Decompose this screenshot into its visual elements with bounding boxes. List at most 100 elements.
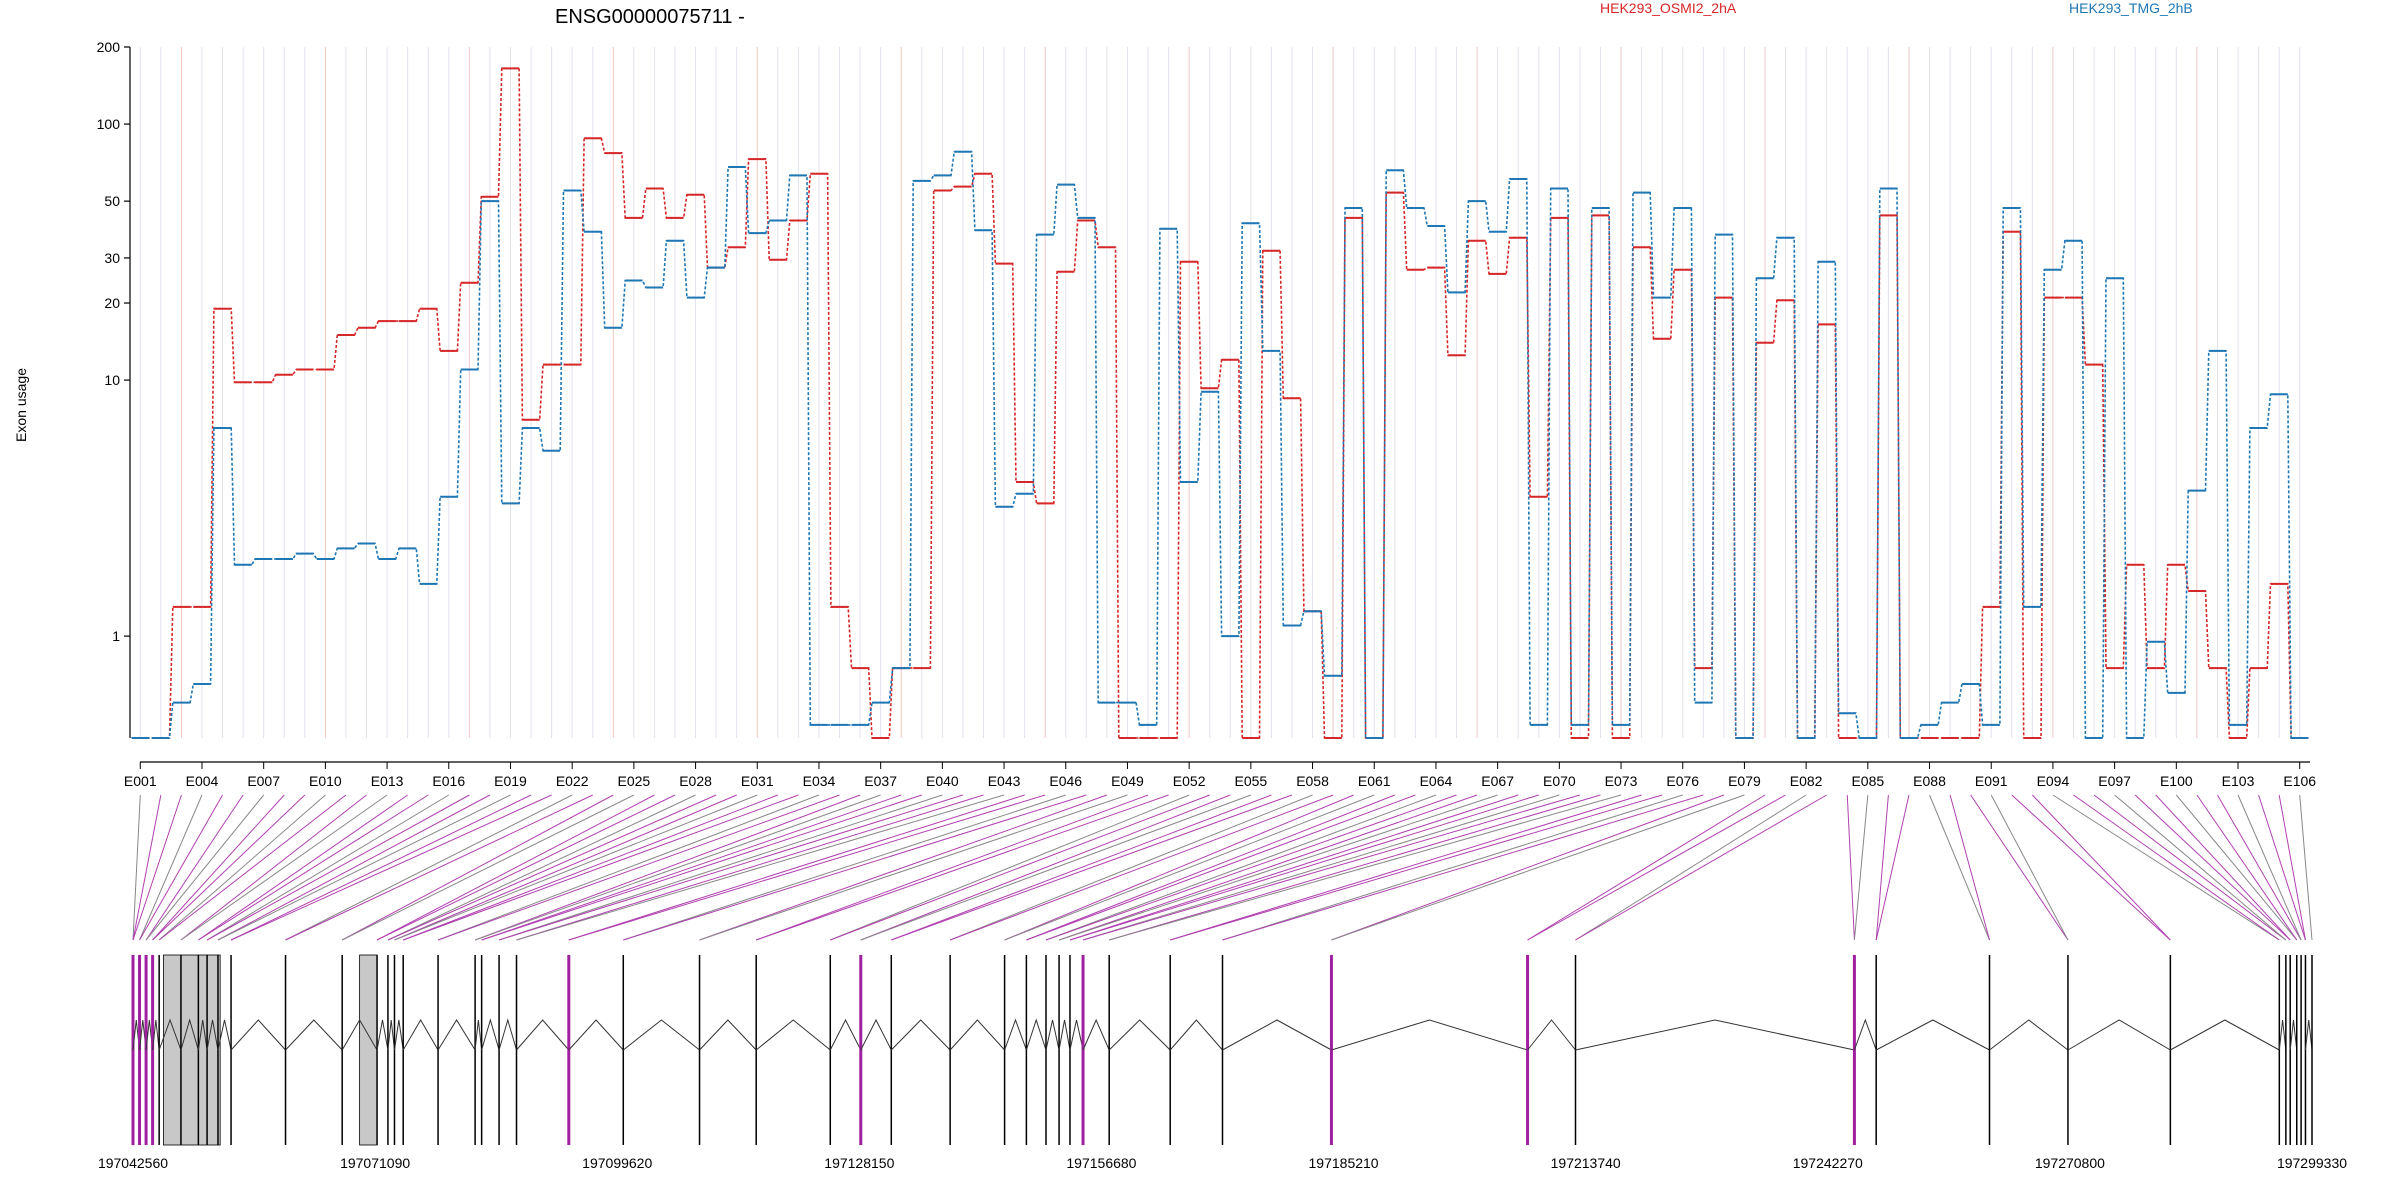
exon-connector — [139, 794, 203, 941]
exon-connector — [1527, 794, 1766, 941]
y-tick-label: 200 — [97, 39, 121, 55]
exon-connector — [1222, 794, 1704, 941]
exon-connector — [860, 794, 1231, 941]
genomic-tick-label: 197156680 — [1066, 1155, 1136, 1171]
exon-tick-label: E019 — [494, 773, 527, 789]
exon-connector — [623, 794, 1087, 941]
exon-connector — [568, 794, 1025, 941]
series-lines — [131, 67, 2309, 739]
exon-connector — [2134, 794, 2291, 941]
exon-connector — [1082, 794, 1560, 941]
exon-connector — [2093, 794, 2287, 941]
exon-connector — [145, 794, 244, 941]
exon-tick-label: E004 — [186, 773, 219, 789]
exon-connector — [474, 794, 861, 941]
intron-line — [1222, 1019, 1332, 1051]
exon-connector — [1082, 794, 1581, 941]
exon-connector — [1527, 794, 1786, 941]
exon-connector — [1026, 794, 1395, 941]
exon-connector — [1222, 794, 1683, 941]
intron-line — [1045, 1019, 1060, 1051]
exon-connector — [206, 794, 450, 941]
exon-connector — [1875, 794, 1910, 941]
exon-tick-label: E007 — [247, 773, 280, 789]
exon-connector — [1069, 794, 1539, 941]
intron-line — [1989, 1019, 2069, 1051]
intron-line — [622, 1019, 700, 1051]
exon-connector — [206, 794, 470, 941]
exon-connector — [152, 794, 285, 941]
intron-line — [217, 1019, 232, 1051]
exon-connector — [387, 794, 717, 941]
intron-line — [829, 1018, 862, 1051]
exon-connector — [891, 794, 1293, 941]
intron-line — [341, 1019, 378, 1051]
exon-connector — [2114, 794, 2287, 941]
exon-connector — [1949, 794, 1990, 941]
intron-line — [393, 1019, 404, 1051]
exon-connector — [2073, 794, 2280, 941]
exon-connector — [1875, 794, 1889, 941]
exon-connector — [2196, 794, 2298, 941]
exon-connector — [341, 794, 614, 941]
exon-connector — [516, 794, 984, 941]
exon-connector — [2031, 794, 2171, 941]
exon-connector — [2155, 794, 2291, 941]
exon-connector — [341, 794, 635, 941]
exon-connector — [2217, 794, 2302, 941]
intron-line — [860, 1018, 892, 1051]
exon-connector — [830, 794, 1190, 941]
y-tick-label: 100 — [97, 116, 121, 132]
exon-tick-label: E055 — [1234, 773, 1267, 789]
exon-connector — [437, 794, 840, 941]
exon-connector — [498, 794, 964, 941]
exon-connector — [1109, 794, 1622, 941]
exon-connector — [2278, 794, 2306, 941]
exon-connector — [132, 794, 162, 941]
genomic-tick-label: 197071090 — [340, 1155, 410, 1171]
exon-tick-label: E010 — [309, 773, 342, 789]
intron-line — [755, 1019, 831, 1051]
exon-connector — [2175, 794, 2298, 941]
exon-connector — [498, 794, 943, 941]
exon-tick-label: E034 — [803, 773, 836, 789]
intron-line — [2170, 1019, 2280, 1051]
exon-tick-label: E031 — [741, 773, 774, 789]
intron-line — [376, 1019, 389, 1051]
exon-connector — [1170, 794, 1642, 941]
intron-line — [1875, 1019, 1990, 1051]
intron-line — [699, 1019, 757, 1051]
exon-connector — [376, 794, 655, 941]
exon-tick-label: E079 — [1728, 773, 1761, 789]
exon-tick-label: E085 — [1851, 773, 1884, 789]
exon-tick-label: E106 — [2283, 773, 2316, 789]
exon-connector — [891, 794, 1272, 941]
exon-tick-label: E037 — [864, 773, 897, 789]
exon-connector — [1004, 794, 1354, 941]
genomic-coordinate-ticks: 197042560 197071090 197099620 197128150 1971… — [98, 1155, 2347, 1171]
intron-line — [180, 1018, 199, 1051]
exon-connector — [1045, 794, 1457, 941]
exon-connector — [699, 794, 1128, 941]
exon-connector — [1929, 794, 1990, 941]
exon-tick-label: E049 — [1111, 773, 1144, 789]
exon-block — [163, 954, 221, 1146]
chart-title: ENSG00000075711 - — [555, 6, 745, 28]
exon-connector — [1853, 794, 1869, 941]
y-tick-label: 50 — [104, 193, 120, 209]
exon-gridlines — [139, 47, 2301, 738]
exon-connector — [2011, 794, 2171, 941]
intron-line — [437, 1019, 476, 1051]
exon-tick-label: E070 — [1543, 773, 1576, 789]
exon-connector — [394, 794, 737, 941]
exon-connector — [1575, 794, 1827, 941]
genomic-tick-label: 197213740 — [1551, 1155, 1621, 1171]
series-line-1 — [131, 150, 2309, 739]
genomic-tick-label: 197128150 — [824, 1155, 894, 1171]
intron-line — [1004, 1018, 1027, 1051]
exon-tick-label: E082 — [1790, 773, 1823, 789]
intron-line — [1169, 1019, 1223, 1051]
intron-line — [568, 1019, 624, 1051]
exon-connector — [1575, 794, 1807, 941]
exon-connector — [756, 794, 1169, 941]
